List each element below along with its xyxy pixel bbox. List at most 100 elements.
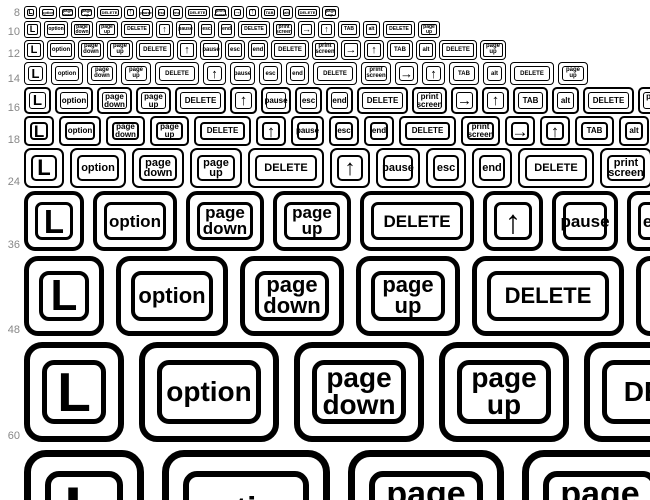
keycap-label: L xyxy=(32,67,40,80)
keycap: ↑ xyxy=(318,21,335,38)
keycap-label: page up xyxy=(382,275,433,317)
keycap: L xyxy=(24,40,44,60)
keycap: → xyxy=(341,40,361,60)
keycap-label: DELETE xyxy=(624,378,650,406)
keycap-label: TAB xyxy=(394,47,406,53)
keycap-label: page up xyxy=(203,158,229,179)
keycap-label: ↑ xyxy=(211,67,218,80)
keycap-label: esc xyxy=(158,11,165,15)
keycap: end xyxy=(364,116,394,146)
keycap: page up xyxy=(190,148,242,188)
keycap: L xyxy=(24,148,64,188)
keycap-label: → xyxy=(512,123,529,140)
keycap: page down xyxy=(106,116,145,146)
keycap-label: → xyxy=(302,25,311,34)
keycap: L xyxy=(24,6,37,19)
keycap-label: ↑ xyxy=(551,123,560,140)
keycap: end xyxy=(248,40,268,60)
keycap: option xyxy=(116,256,228,336)
keycap: L xyxy=(24,342,124,442)
keycap-label: TAB xyxy=(344,27,354,32)
keycap-label: print screen xyxy=(417,93,443,108)
keycap-label: pause xyxy=(296,127,319,135)
keycap-label: DELETE xyxy=(520,71,544,77)
keycap: TAB xyxy=(575,116,614,146)
keycap-label: option xyxy=(109,213,161,230)
keycap-label: DELETE xyxy=(383,213,450,230)
keycap-label: page up xyxy=(646,93,650,108)
keycap: ↑ xyxy=(230,87,257,114)
keycap: page down xyxy=(59,6,76,19)
keycap: page down xyxy=(78,40,104,60)
keycap: → xyxy=(231,6,244,19)
keycap-label: ↑ xyxy=(492,93,500,108)
keycap: pause xyxy=(261,87,291,114)
keycap-label: TAB xyxy=(458,71,470,77)
keycap-label: ↑ xyxy=(345,157,356,179)
keycap-label: L xyxy=(37,157,50,179)
keycap: L xyxy=(24,191,84,251)
keycap-label: end xyxy=(173,11,180,15)
keycap: page up xyxy=(522,450,650,500)
size-label: 48 xyxy=(2,324,20,336)
keycap-label: DELETE xyxy=(190,11,206,15)
keycap: alt xyxy=(363,21,380,38)
keycap-label: DELETE xyxy=(244,27,264,32)
keycap: DELETE xyxy=(518,148,594,188)
keycap: → xyxy=(298,21,315,38)
keycap: page up xyxy=(96,21,118,38)
waterfall-row: Loptionpage downpage upDELETE↑pauseescen… xyxy=(24,40,650,60)
keycap-label: page down xyxy=(382,478,471,500)
keycap-label: L xyxy=(33,93,42,108)
keycap-label: DELETE xyxy=(127,27,147,32)
keycap: option xyxy=(51,62,83,85)
keycap: ↑ xyxy=(482,87,509,114)
keycap: ↑ xyxy=(330,148,370,188)
keycap-label: option xyxy=(68,127,92,135)
keycap: option xyxy=(59,116,101,146)
keycap: print screen xyxy=(461,116,500,146)
keycap-label: L xyxy=(31,45,38,56)
keycap-label: page down xyxy=(83,44,99,55)
keycap-label: esc xyxy=(337,127,350,135)
keycap-label: → xyxy=(234,9,241,16)
keycap: print screen xyxy=(361,62,391,85)
keycap: option xyxy=(162,450,330,500)
keycap-label: option xyxy=(62,97,86,105)
keycap-label: page up xyxy=(486,44,500,55)
keycap: pause xyxy=(230,62,255,85)
keycap: page down xyxy=(240,256,344,336)
keycap: esc xyxy=(627,191,650,251)
keycap: TAB xyxy=(387,40,413,60)
keycap-label: DELETE xyxy=(389,27,409,32)
keycap-label: page up xyxy=(471,365,536,418)
keycap-label: ↑ xyxy=(430,67,437,80)
keycap-label: page down xyxy=(203,205,247,237)
keycap: DELETE xyxy=(248,148,324,188)
keycap: option xyxy=(55,87,93,114)
keycap: L xyxy=(24,21,41,38)
keycap-label: alt xyxy=(561,97,570,105)
keycap-label: pause xyxy=(264,97,287,105)
keycap-label: page up xyxy=(560,478,639,500)
keycap: DELETE xyxy=(510,62,554,85)
keycap-label: page up xyxy=(82,9,91,17)
keycap: ↑ xyxy=(636,256,650,336)
size-label: 18 xyxy=(2,134,20,146)
keycap: L xyxy=(24,116,54,146)
keycap-label: ↑ xyxy=(251,9,255,16)
keycap-label: DELETE xyxy=(412,127,444,135)
keycap-label: option xyxy=(194,493,298,500)
keycap-label: ↑ xyxy=(267,123,276,140)
keycap-label: end xyxy=(292,71,303,77)
keycap-label: DELETE xyxy=(446,47,470,53)
keycap-label: DELETE xyxy=(505,285,592,307)
size-label: 10 xyxy=(2,26,20,38)
keycap: DELETE xyxy=(97,6,122,19)
keycap-label: → xyxy=(346,45,357,56)
keycap: DELETE xyxy=(584,342,650,442)
keycap: ↑ xyxy=(203,62,226,85)
keycap: DELETE xyxy=(155,62,199,85)
keycap-label: page up xyxy=(113,44,127,55)
keycap: page up xyxy=(322,6,339,19)
